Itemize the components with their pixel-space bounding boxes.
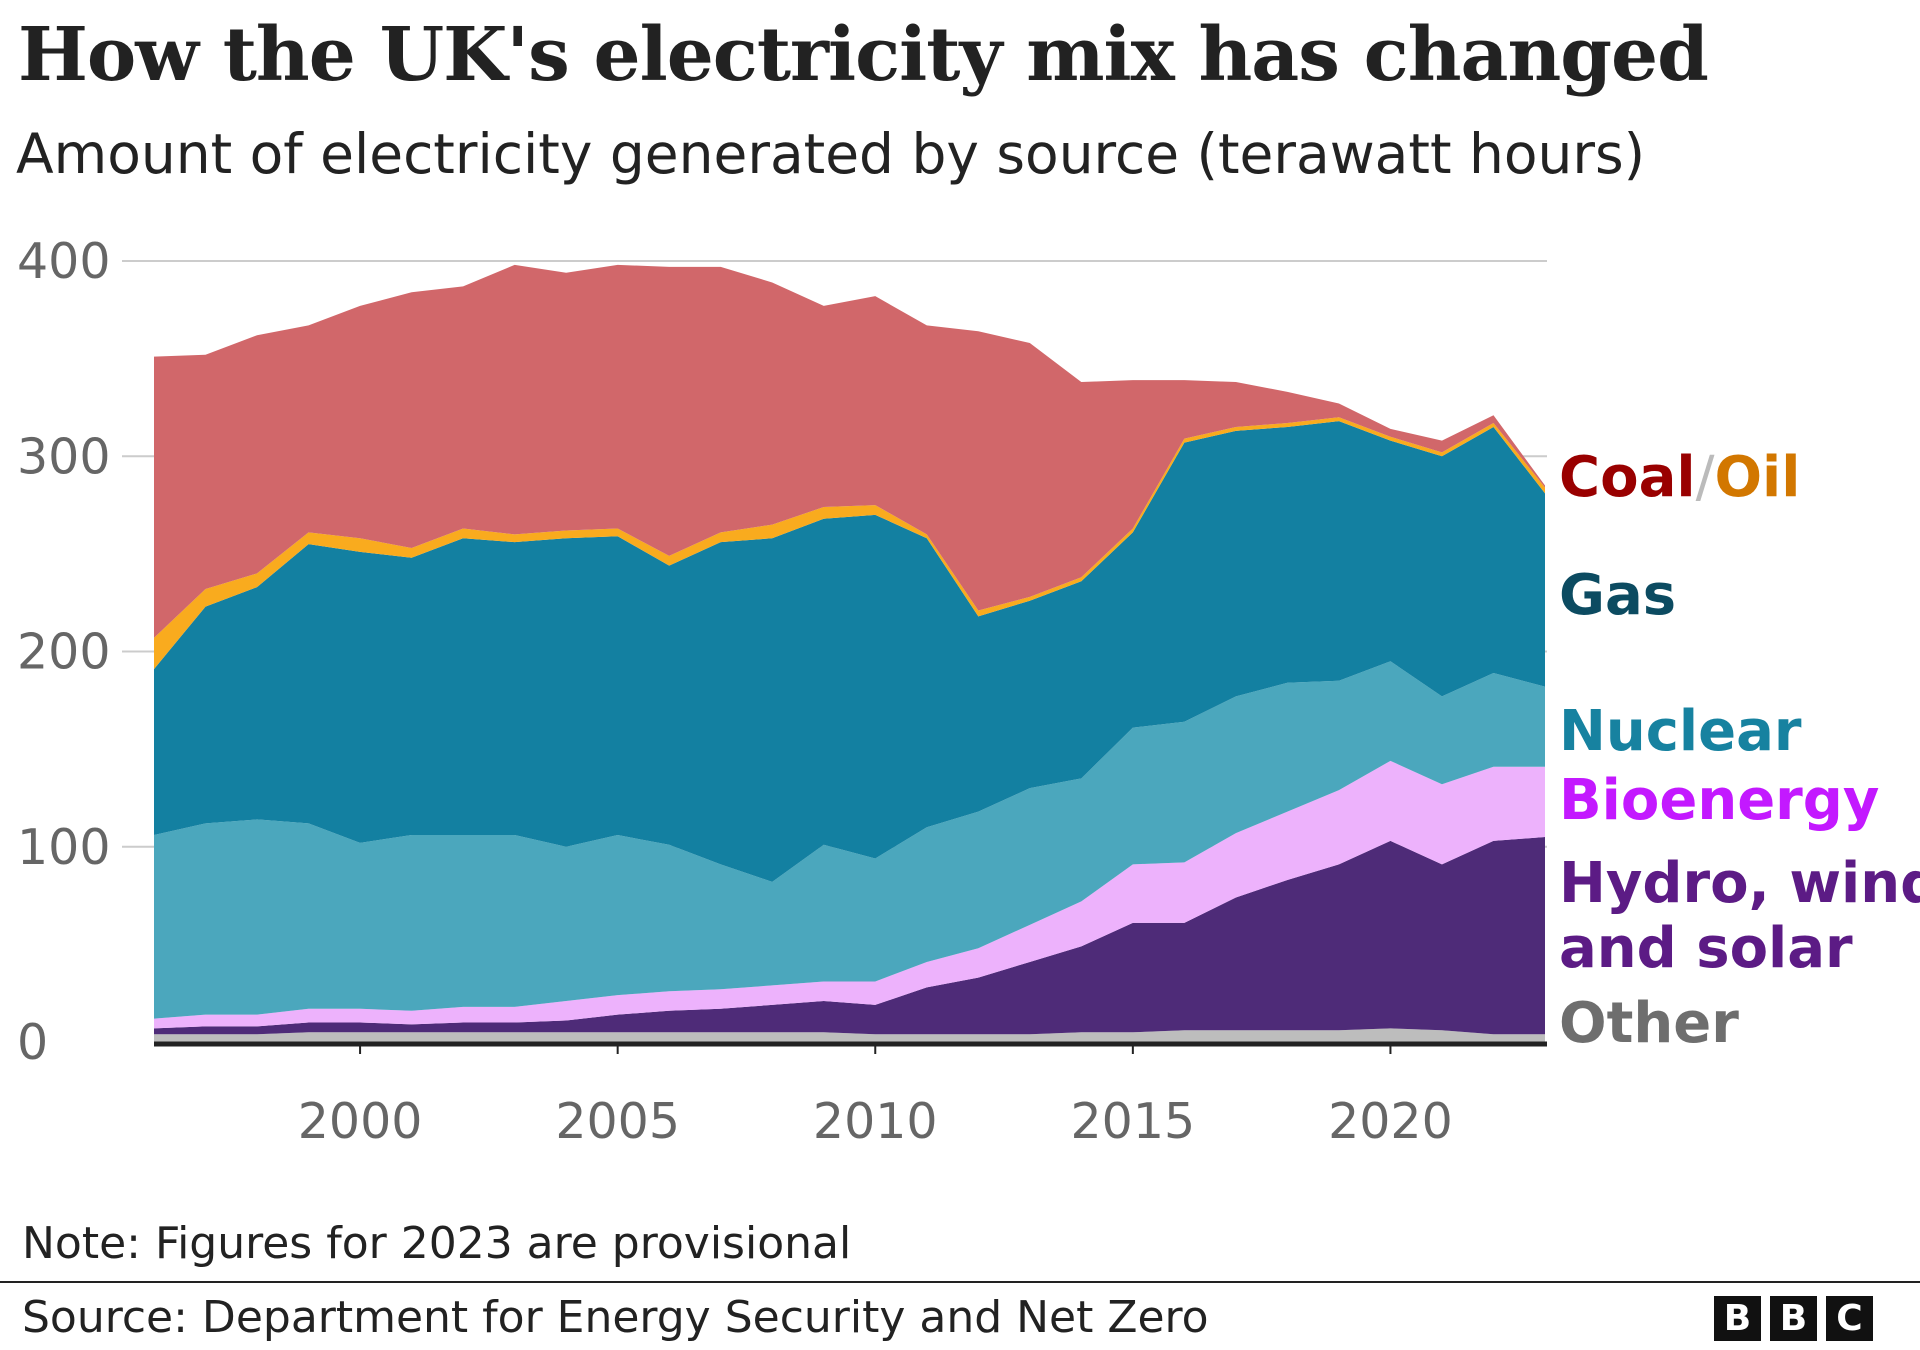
label-nuclear: Nuclear <box>1559 699 1802 764</box>
label-gas: Gas <box>1559 563 1677 628</box>
label-coal-oil: Coal/Oil <box>1559 450 1800 506</box>
area-gas <box>154 421 1545 882</box>
label-oil: Oil <box>1714 445 1801 510</box>
source: Source: Department for Energy Security a… <box>22 1292 1209 1343</box>
area-bioenergy <box>154 760 1545 1029</box>
label-other: Other <box>1559 991 1739 1056</box>
y-tick-label: 400 <box>17 233 111 290</box>
label-slash: / <box>1695 445 1715 510</box>
divider <box>0 1281 1920 1283</box>
note: Note: Figures for 2023 are provisional <box>22 1218 852 1269</box>
chart-title: How the UK's electricity mix has changed <box>18 12 1709 98</box>
area-nuclear <box>154 661 1545 1019</box>
x-tick-label: 2010 <box>813 1093 938 1150</box>
area-other <box>154 1028 1545 1042</box>
y-tick-label: 0 <box>17 1014 48 1071</box>
x-tick-label: 2015 <box>1071 1093 1196 1150</box>
bbc-logo-letter: C <box>1826 1296 1873 1341</box>
y-tick-label: 200 <box>17 624 111 681</box>
x-tick-label: 2020 <box>1328 1093 1453 1150</box>
bbc-logo-letter: B <box>1770 1296 1817 1341</box>
x-tick-label: 2000 <box>298 1093 423 1150</box>
label-coal: Coal <box>1559 445 1696 510</box>
chart-subtitle: Amount of electricity generated by sourc… <box>16 122 1646 186</box>
area-oil <box>154 417 1545 670</box>
x-tick-label: 2005 <box>555 1093 680 1150</box>
y-tick-label: 100 <box>17 819 111 876</box>
bbc-logo-letter: B <box>1714 1296 1761 1341</box>
area-coal <box>154 264 1545 638</box>
label-bioenergy: Bioenergy <box>1559 768 1880 833</box>
label-hydro-line1: Hydro, wind <box>1559 851 1920 916</box>
y-tick-label: 300 <box>17 428 111 485</box>
bbc-logo: B B C <box>1714 1296 1873 1341</box>
label-hydro-line2: and solar <box>1559 916 1853 981</box>
area-hydro-wind-and-solar <box>154 836 1545 1035</box>
